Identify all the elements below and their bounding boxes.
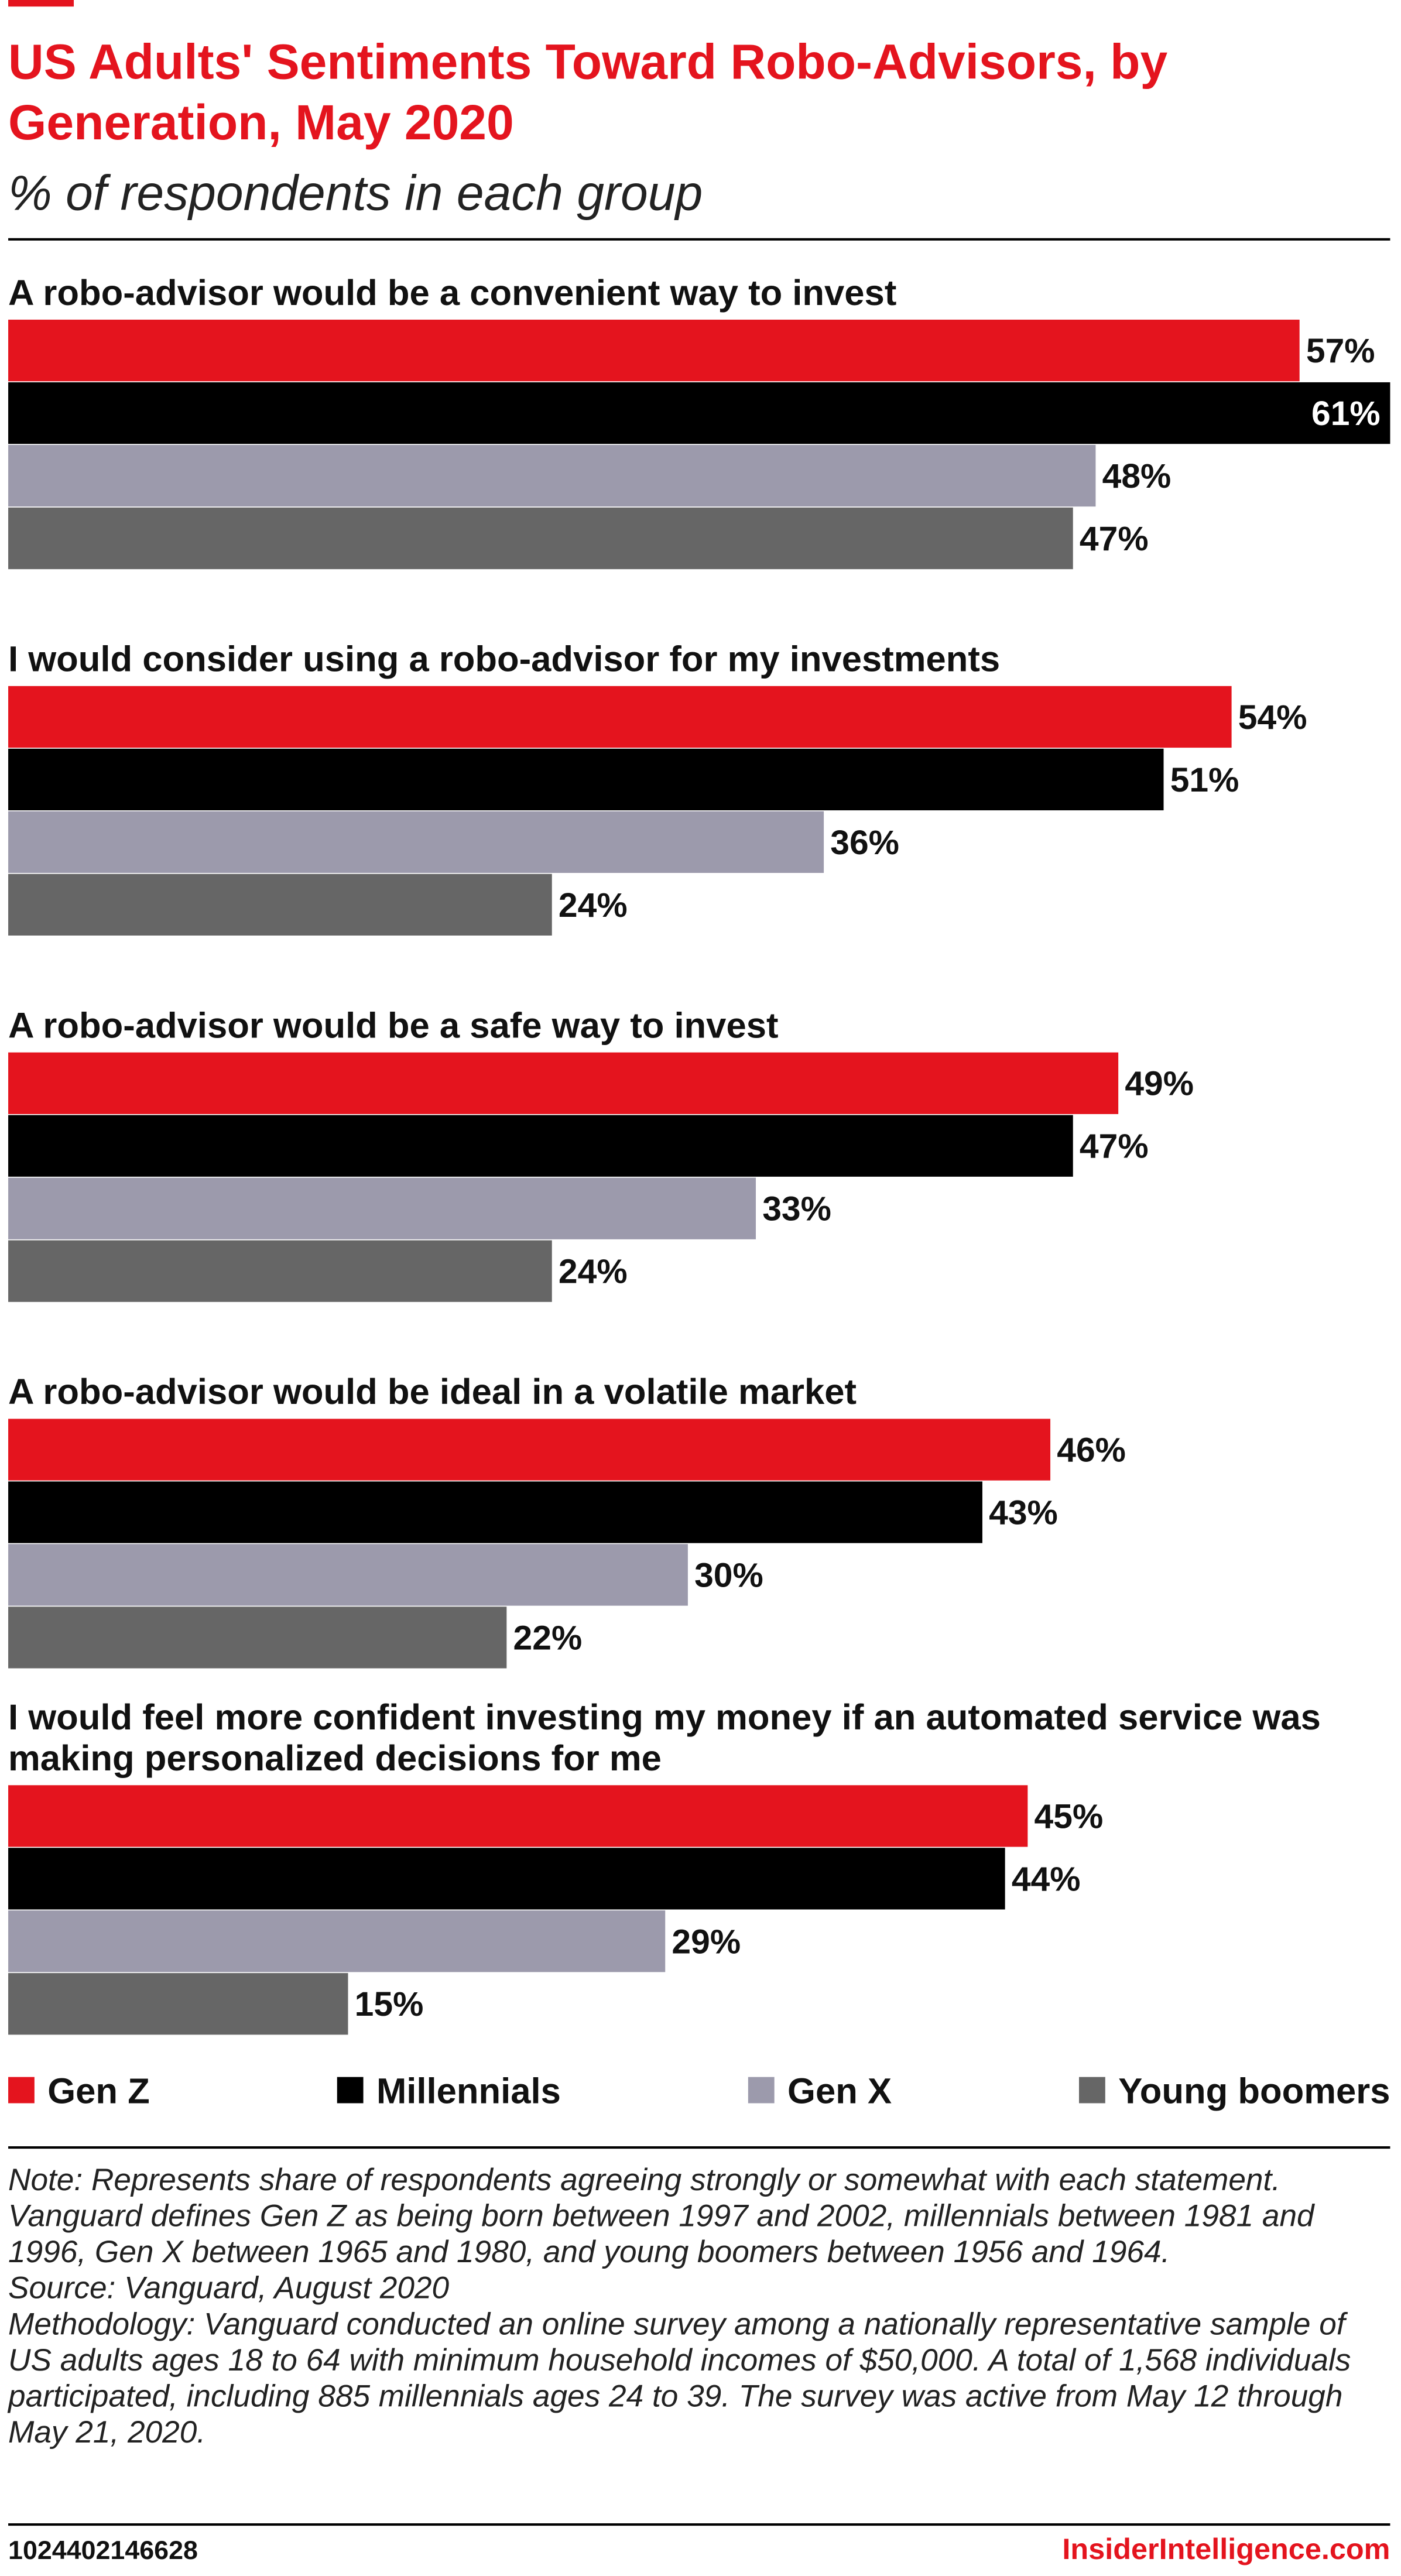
chart-title: US Adults' Sentiments Toward Robo-Adviso… (8, 34, 1167, 150)
value-label: 22% (513, 1619, 583, 1657)
value-label: 24% (559, 1253, 628, 1291)
legend-label: Gen Z (47, 2071, 150, 2111)
legend-label: Young boomers (1118, 2071, 1390, 2111)
bar (8, 1481, 982, 1543)
bar (8, 1115, 1073, 1177)
legend-label: Gen X (787, 2071, 892, 2111)
value-label: 45% (1035, 1797, 1104, 1835)
value-label: 51% (1170, 761, 1239, 799)
brand: InsiderIntelligence.com (1062, 2532, 1390, 2565)
value-label: 36% (830, 824, 899, 862)
bar (8, 507, 1073, 570)
legend-label: Millennials (376, 2071, 561, 2111)
chart-id: 1024402146628 (8, 2536, 198, 2565)
value-label: 43% (989, 1493, 1058, 1532)
category-label: A robo-advisor would be ideal in a volat… (8, 1372, 857, 1412)
value-label: 54% (1238, 698, 1307, 737)
bar (8, 686, 1232, 748)
value-label: 47% (1080, 1128, 1149, 1166)
category-label: I would consider using a robo-advisor fo… (8, 639, 1000, 680)
bar (8, 811, 824, 873)
category-label: A robo-advisor would be a safe way to in… (8, 1005, 778, 1046)
value-label: 44% (1012, 1860, 1081, 1898)
value-label: 30% (694, 1556, 763, 1594)
bar (8, 1910, 666, 1972)
category-label: I would feel more confident investing my… (8, 1697, 1321, 1779)
bar (8, 1785, 1028, 1847)
chart-subtitle: % of respondents in each group (8, 165, 703, 220)
top-accent (8, 0, 74, 7)
bar (8, 320, 1300, 382)
bar (8, 1052, 1119, 1114)
value-label: 24% (559, 886, 628, 924)
bar (8, 382, 1390, 444)
bar (8, 873, 552, 936)
bar (8, 1177, 756, 1239)
legend-swatch (8, 2077, 35, 2104)
bar (8, 1544, 688, 1606)
legend-swatch (1079, 2077, 1105, 2104)
bar (8, 444, 1096, 507)
bar (8, 1973, 348, 2035)
methodology: Methodology: Vanguard conducted an onlin… (7, 2307, 1351, 2450)
value-label: 47% (1080, 520, 1149, 558)
value-label: 29% (672, 1923, 741, 1961)
bar (8, 748, 1164, 811)
value-label: 49% (1125, 1065, 1194, 1103)
value-label: 48% (1102, 457, 1172, 495)
bar (8, 1848, 1005, 1910)
bar (8, 1606, 507, 1669)
source: Source: Vanguard, August 2020 (8, 2271, 449, 2306)
legend-swatch (748, 2077, 775, 2104)
category-label: A robo-advisor would be a convenient way… (8, 273, 896, 313)
value-label: 15% (355, 1985, 424, 2023)
value-label: 57% (1306, 332, 1375, 370)
legend-swatch (337, 2077, 364, 2104)
note: Note: Represents share of respondents ag… (8, 2163, 1315, 2269)
value-label: 33% (762, 1190, 831, 1228)
bar (8, 1240, 552, 1302)
value-label: 46% (1057, 1431, 1126, 1469)
bar (8, 1419, 1051, 1481)
value-label: 61% (1311, 395, 1381, 433)
